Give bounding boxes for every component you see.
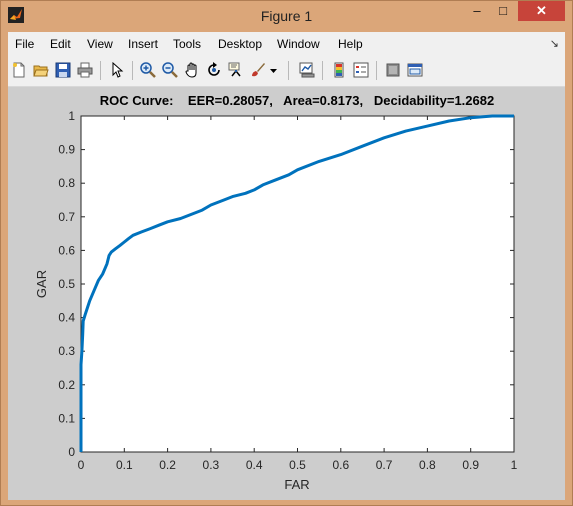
brush-icon[interactable] <box>250 62 266 78</box>
x-tick-label: 0.6 <box>332 458 349 472</box>
dock-figure-icon[interactable]: ↘ <box>549 38 559 50</box>
data-cursor-icon[interactable] <box>228 62 244 78</box>
roc-chart: ROC Curve: EER=0.28057, Area=0.8173, Dec… <box>34 93 518 492</box>
print-icon[interactable] <box>77 62 93 78</box>
zoom-in-icon[interactable] <box>140 62 156 78</box>
y-axis: 0 0.1 0.2 0.3 0.4 0.5 0.6 0.7 0.8 0.9 1 <box>58 109 514 459</box>
y-tick-label: 0 <box>68 445 75 459</box>
save-icon[interactable] <box>55 62 71 78</box>
show-plot-tools-icon[interactable] <box>407 62 423 78</box>
rotate-3d-icon[interactable] <box>206 62 222 78</box>
y-tick-label: 1 <box>68 109 75 123</box>
menu-bar: File Edit View Insert Tools Desktop Wind… <box>8 32 565 56</box>
y-tick-label: 0.6 <box>58 243 75 257</box>
menu-edit[interactable]: Edit <box>50 37 71 51</box>
toolbar-separator <box>322 61 323 80</box>
x-tick-label: 0.8 <box>419 458 436 472</box>
title-bar[interactable]: Figure 1 – □ ✕ <box>1 1 572 31</box>
menu-help[interactable]: Help <box>338 37 363 51</box>
close-button[interactable]: ✕ <box>518 1 565 21</box>
menu-file[interactable]: File <box>15 37 35 51</box>
insert-legend-icon[interactable] <box>353 62 369 78</box>
x-tick-label: 0.2 <box>159 458 176 472</box>
open-file-icon[interactable] <box>33 62 49 78</box>
y-tick-label: 0.3 <box>58 344 75 358</box>
x-tick-label: 0.7 <box>376 458 393 472</box>
y-tick-label: 0.9 <box>58 143 75 157</box>
edit-plot-icon[interactable] <box>109 62 125 78</box>
zoom-out-icon[interactable] <box>162 62 178 78</box>
new-figure-icon[interactable] <box>11 62 27 78</box>
y-tick-label: 0.1 <box>58 411 75 425</box>
x-tick-label: 0.1 <box>116 458 133 472</box>
y-tick-label: 0.2 <box>58 378 75 392</box>
menu-insert[interactable]: Insert <box>128 37 159 51</box>
y-tick-label: 0.5 <box>58 277 75 291</box>
figure-toolbar <box>8 56 565 87</box>
figure-canvas: ROC Curve: EER=0.28057, Area=0.8173, Dec… <box>8 87 565 500</box>
toolbar-separator <box>288 61 289 80</box>
x-tick-label: 0 <box>78 458 85 472</box>
window-title: Figure 1 <box>260 8 313 24</box>
insert-colorbar-icon[interactable] <box>331 62 347 78</box>
x-tick-label: 0.9 <box>462 458 479 472</box>
menu-tools[interactable]: Tools <box>173 37 202 51</box>
pan-icon[interactable] <box>184 62 200 78</box>
menu-window[interactable]: Window <box>277 37 320 51</box>
brush-dropdown-icon[interactable] <box>269 62 278 78</box>
x-axis: 0 0.1 0.2 0.3 0.4 0.5 0.6 0.7 0.8 0.9 1 <box>78 116 518 472</box>
minimize-button[interactable]: – <box>473 3 481 18</box>
toolbar-separator <box>132 61 133 80</box>
x-axis-label: FAR <box>284 477 309 492</box>
roc-curve-line <box>79 114 514 452</box>
menu-desktop[interactable]: Desktop <box>218 37 263 51</box>
figure-client-area: File Edit View Insert Tools Desktop Wind… <box>8 32 565 500</box>
axes-box[interactable] <box>80 115 515 453</box>
x-tick-label: 0.4 <box>246 458 263 472</box>
toolbar-separator <box>100 61 101 80</box>
y-tick-label: 0.4 <box>58 311 75 325</box>
y-tick-label: 0.7 <box>58 210 75 224</box>
menu-view[interactable]: View <box>87 37 113 51</box>
x-tick-label: 0.5 <box>289 458 306 472</box>
y-tick-label: 0.8 <box>58 176 75 190</box>
x-tick-label: 1 <box>511 458 518 472</box>
matlab-logo-icon <box>8 7 24 23</box>
hide-plot-tools-icon[interactable] <box>385 62 401 78</box>
chart-title: ROC Curve: EER=0.28057, Area=0.8173, Dec… <box>100 93 494 108</box>
y-axis-label: GAR <box>34 270 49 298</box>
maximize-button[interactable]: □ <box>499 3 507 18</box>
x-tick-label: 0.3 <box>203 458 220 472</box>
link-plot-icon[interactable] <box>299 62 315 78</box>
toolbar-separator <box>376 61 377 80</box>
